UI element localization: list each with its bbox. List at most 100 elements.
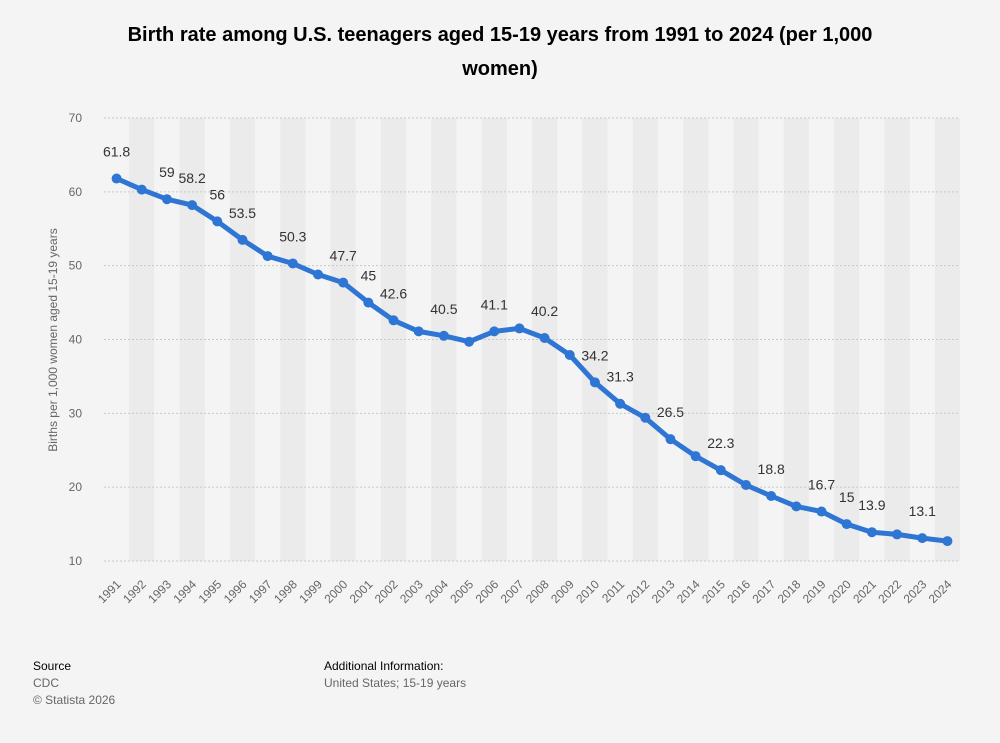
data-point[interactable] [741,479,751,490]
x-tick-label: 2006 [473,577,502,606]
column-band [582,118,608,561]
data-label: 13.1 [909,503,936,519]
x-tick-label: 2004 [422,577,451,606]
x-tick-label: 2016 [724,577,753,606]
data-label: 40.2 [531,303,558,319]
data-point[interactable] [892,529,903,540]
data-point[interactable] [489,326,500,337]
x-tick-label: 1997 [246,577,275,606]
data-point[interactable] [791,501,802,512]
column-band [934,118,960,561]
data-point[interactable] [413,326,424,337]
x-tick-label: 2010 [573,577,602,606]
x-tick-label: 2021 [850,577,879,606]
data-point[interactable] [313,269,323,280]
data-point[interactable] [942,536,953,547]
data-points [111,173,953,547]
data-label: 40.5 [430,301,457,317]
x-tick-label: 1999 [296,577,325,606]
data-label: 22.3 [707,435,734,451]
y-tick-label: 10 [69,554,83,568]
x-tick-label: 2000 [322,577,351,606]
data-point[interactable] [690,451,701,462]
x-tick-label: 2012 [624,577,653,606]
x-tick-label: 2009 [548,577,577,606]
column-band [330,118,356,561]
data-label: 41.1 [481,296,508,312]
series-line-birth-rate [114,176,950,544]
y-tick-label: 60 [69,185,83,199]
data-label: 13.9 [858,497,885,513]
y-tick-label: 40 [69,333,83,347]
data-point[interactable] [766,491,777,502]
column-band [834,118,860,561]
data-point[interactable] [715,465,726,476]
data-label: 47.7 [330,248,357,264]
data-point[interactable] [816,506,827,517]
data-point[interactable] [161,194,172,205]
addinfo-heading: Additional Information: [324,659,444,673]
x-tick-label: 2017 [750,577,779,606]
data-point[interactable] [615,398,626,409]
x-tick-label: 2007 [498,577,527,606]
data-point[interactable] [589,377,600,388]
x-tick-label: 2013 [649,577,678,606]
x-tick-label: 1994 [170,577,199,606]
data-label: 58.2 [178,170,205,186]
x-tick-label: 2002 [372,577,401,606]
y-tick-label: 20 [69,480,83,494]
x-tick-label: 2024 [926,577,955,606]
data-label: 15 [839,489,855,505]
x-tick-label: 2003 [397,577,426,606]
data-point[interactable] [262,251,273,262]
grid-lines [104,117,960,562]
source-name[interactable]: CDC [33,676,59,690]
data-point[interactable] [363,297,374,308]
data-point[interactable] [866,527,877,538]
y-tick-label: 30 [69,406,83,420]
y-axis-label: Births per 1,000 women aged 15-19 years [46,228,60,451]
x-tick-label: 2023 [901,577,930,606]
data-point[interactable] [388,315,399,326]
y-tick-label: 50 [69,259,83,273]
x-tick-label: 2001 [347,577,376,606]
x-tick-label: 1995 [196,577,225,606]
source-heading: Source [33,659,72,673]
x-tick-label: 2011 [599,577,627,605]
data-point[interactable] [187,200,198,211]
data-point[interactable] [287,258,298,269]
x-tick-label: 2015 [699,577,728,606]
data-point[interactable] [564,350,575,361]
data-point[interactable] [514,323,525,334]
data-point[interactable] [237,234,248,245]
x-tick-label: 2018 [775,577,804,606]
x-axis-ticks: 1991199219931994199519961997199819992000… [95,577,955,606]
data-label: 26.5 [657,404,684,420]
data-label: 16.7 [808,477,835,493]
data-point[interactable] [640,412,651,423]
data-point[interactable] [212,216,223,227]
data-point[interactable] [841,519,852,530]
x-tick-label: 2008 [523,577,552,606]
data-label: 42.6 [380,285,407,301]
data-label: 56 [210,186,226,202]
addinfo-text: United States; 15-19 years [324,676,467,690]
x-tick-label: 1996 [221,577,250,606]
data-point[interactable] [338,277,349,288]
data-point[interactable] [665,434,676,445]
data-point[interactable] [917,533,928,544]
data-point[interactable] [539,333,550,344]
data-point[interactable] [464,336,475,347]
data-point[interactable] [136,184,147,195]
x-tick-label: 2019 [800,577,829,606]
data-label: 18.8 [758,461,785,477]
x-tick-label: 2020 [825,577,854,606]
copyright[interactable]: © Statista 2026 [33,693,116,707]
x-tick-label: 2022 [875,577,904,606]
data-point[interactable] [111,173,122,184]
data-point[interactable] [438,330,449,341]
x-tick-label: 1992 [120,577,149,606]
data-label: 61.8 [103,144,130,160]
column-band [229,118,256,561]
